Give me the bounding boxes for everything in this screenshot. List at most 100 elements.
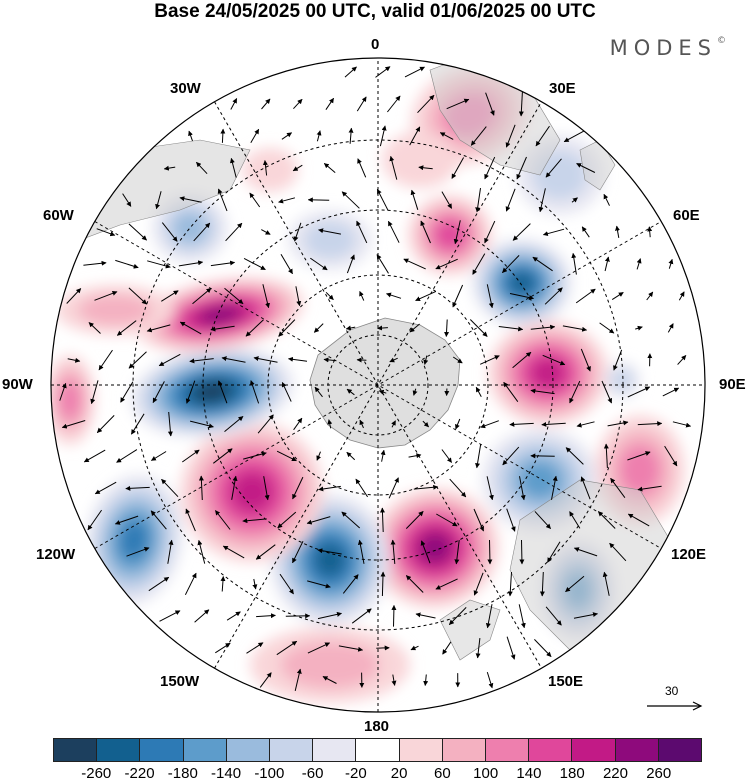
negative-anomaly-contour xyxy=(120,521,148,559)
colorbar-swatch xyxy=(313,739,357,761)
wind-arrow xyxy=(405,511,424,529)
wind-arrow xyxy=(538,188,546,213)
wind-arrow xyxy=(512,223,531,241)
positive-anomaly-contour xyxy=(382,132,458,188)
wind-arrow xyxy=(503,381,519,402)
wind-arrow xyxy=(512,351,532,369)
reference-arrow-icon xyxy=(647,701,703,711)
colorbar-tick-label: -100 xyxy=(254,765,285,782)
wind-arrow xyxy=(341,511,361,529)
wind-arrow xyxy=(253,356,278,363)
wind-arrow xyxy=(569,380,581,404)
map-boundary xyxy=(50,57,706,713)
colorbar-swatch xyxy=(442,739,487,761)
wind-arrow xyxy=(221,356,246,363)
wind-arrow xyxy=(502,255,520,273)
lon-label-0: 0 xyxy=(371,36,380,53)
wind-arrow xyxy=(210,260,236,267)
lon-label-30e: 30E xyxy=(549,80,576,97)
lon-label-180: 180 xyxy=(364,718,390,735)
colorbar-swatch xyxy=(140,739,184,761)
lon-label-90e: 90E xyxy=(719,376,746,393)
wind-arrow xyxy=(571,252,577,275)
wind-arrow xyxy=(637,421,663,427)
wind-arrow xyxy=(96,415,115,433)
wind-arrow xyxy=(505,124,516,148)
wind-arrow xyxy=(276,450,297,462)
wind-arrow xyxy=(317,611,342,620)
colorbar-ticks: -260 -220 -180 -140 -100 -60 -20 20 60 100 140 180 2… xyxy=(53,766,702,782)
latitude-circle xyxy=(202,209,554,561)
polar-map xyxy=(50,57,706,713)
negative-anomaly-contour xyxy=(509,272,535,294)
wind-arrow xyxy=(469,319,488,337)
lon-label-30w: 30W xyxy=(170,80,201,97)
new-zealand-land xyxy=(439,599,501,661)
wind-arrow xyxy=(387,95,401,113)
wind-arrow xyxy=(410,189,419,210)
wind-arrow xyxy=(519,539,525,565)
wind-arrow xyxy=(356,220,368,244)
negative-anomaly-contour xyxy=(315,544,345,576)
wind-arrow xyxy=(346,388,355,396)
wind-arrow xyxy=(573,612,598,619)
wind-arrow xyxy=(403,258,426,270)
colorbar-swatch xyxy=(486,739,530,761)
graticule xyxy=(51,58,705,712)
wind-arrow xyxy=(158,353,181,367)
colorbar-swatch xyxy=(658,739,702,761)
wind-arrow xyxy=(261,98,271,110)
wind-arrow xyxy=(318,228,341,235)
wind-arrow xyxy=(125,485,150,491)
colorbar-tick-label: -20 xyxy=(345,765,367,782)
colorbar-tick-label: -140 xyxy=(211,765,242,782)
wind-arrow xyxy=(276,640,298,656)
wind-arrow xyxy=(390,539,396,564)
wind-arrow xyxy=(179,321,202,335)
wind-arrow xyxy=(607,420,629,427)
wind-arrow xyxy=(611,291,624,301)
wind-arrow xyxy=(484,220,496,244)
wind-arrow xyxy=(146,324,171,333)
wind-arrow xyxy=(502,446,520,466)
wind-arrow xyxy=(325,97,335,110)
wind-arrow xyxy=(128,351,147,369)
vector-reference: 30 xyxy=(647,684,703,714)
wind-arrow xyxy=(615,225,620,238)
wind-arrow xyxy=(220,128,226,143)
wind-arrow xyxy=(530,388,555,395)
wind-arrow xyxy=(379,125,387,147)
wind-arrow xyxy=(435,578,458,590)
wind-arrow xyxy=(161,478,179,498)
wind-arrow xyxy=(486,476,494,501)
wind-arrow xyxy=(475,188,481,213)
wind-arrow xyxy=(194,609,210,623)
wind-arrow xyxy=(357,158,367,178)
wind-arrow xyxy=(603,443,609,469)
wind-arrow xyxy=(569,511,581,529)
wind-arrow xyxy=(167,539,174,564)
wind-arrow xyxy=(423,355,429,365)
wind-arrow xyxy=(415,612,436,619)
wind-arrow xyxy=(277,511,297,529)
wind-arrow xyxy=(627,451,651,461)
wind-arrow xyxy=(376,254,389,274)
wind-arrow xyxy=(182,449,200,463)
wind-arrow xyxy=(161,290,179,302)
wind-arrow xyxy=(516,156,527,180)
colorbar-tick-label: -260 xyxy=(81,765,112,782)
wind-arrow xyxy=(452,356,463,364)
wind-arrow xyxy=(475,638,481,659)
wind-arrow xyxy=(435,258,458,270)
wind-arrow xyxy=(257,414,274,434)
wind-arrow xyxy=(242,518,267,524)
wind-arrow xyxy=(389,155,398,180)
meridian-line xyxy=(212,98,544,672)
positive-anomaly-contour xyxy=(58,380,82,420)
wind-arrow xyxy=(391,674,397,686)
wind-arrow xyxy=(647,226,653,238)
wind-arrow xyxy=(562,325,588,332)
wind-arrow xyxy=(473,572,484,596)
wind-arrow xyxy=(67,357,81,363)
wind-arrow xyxy=(453,220,461,245)
